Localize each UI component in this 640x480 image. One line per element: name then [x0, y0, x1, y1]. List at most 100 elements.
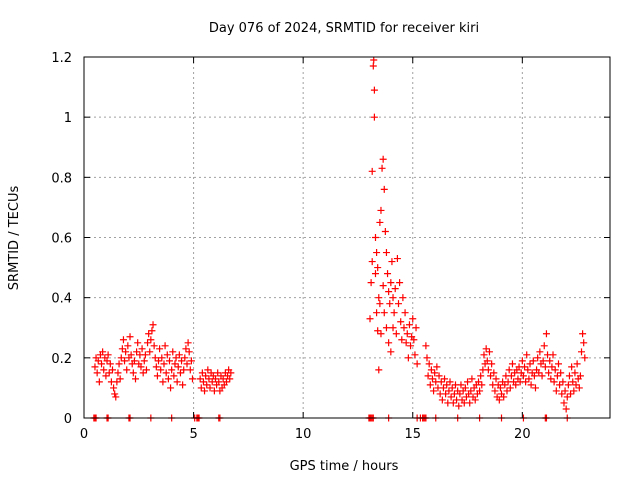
- data-point: [562, 405, 570, 413]
- data-point: [374, 264, 382, 272]
- data-point: [384, 270, 392, 278]
- data-point: [160, 360, 168, 368]
- data-point: [181, 354, 189, 362]
- y-tick-label: 0: [64, 412, 72, 427]
- data-point: [455, 402, 463, 410]
- data-point: [387, 279, 395, 287]
- data-point: [457, 381, 465, 389]
- data-point: [431, 369, 439, 377]
- x-axis-label: GPS time / hours: [290, 459, 399, 474]
- data-point: [553, 372, 561, 380]
- data-point: [572, 381, 580, 389]
- data-point: [396, 279, 404, 287]
- data-point: [548, 363, 556, 371]
- data-point: [445, 387, 453, 395]
- data-point: [433, 363, 441, 371]
- y-tick-label: 1: [64, 111, 72, 126]
- data-point: [475, 378, 482, 386]
- data-point: [456, 390, 464, 398]
- data-point: [579, 330, 587, 338]
- data-point: [113, 378, 121, 386]
- data-point: [412, 324, 420, 332]
- data-point: [103, 357, 111, 365]
- data-point: [401, 309, 409, 317]
- data-point: [551, 366, 559, 374]
- data-point: [522, 378, 530, 386]
- data-point: [385, 288, 393, 296]
- data-point: [199, 378, 207, 386]
- data-point: [485, 348, 493, 356]
- data-point: [105, 369, 113, 377]
- x-tick-label: 5: [189, 427, 197, 442]
- data-point: [371, 234, 379, 241]
- data-point: [168, 366, 176, 374]
- data-point: [138, 345, 146, 353]
- data-point: [370, 113, 378, 121]
- data-point: [530, 372, 538, 380]
- data-point: [165, 357, 173, 365]
- data-point: [377, 330, 385, 338]
- data-point: [130, 357, 138, 365]
- data-point: [423, 354, 431, 362]
- data-point: [568, 363, 576, 371]
- data-point: [422, 342, 430, 350]
- data-point: [91, 363, 99, 371]
- data-point: [152, 363, 160, 371]
- data-point: [171, 360, 179, 368]
- data-point: [536, 348, 544, 356]
- data-point: [410, 336, 418, 344]
- data-point: [205, 375, 213, 383]
- data-point: [539, 357, 547, 365]
- data-point: [133, 348, 141, 356]
- data-point: [187, 357, 195, 365]
- data-point: [214, 369, 222, 377]
- data-point: [575, 384, 583, 392]
- data-point: [521, 363, 529, 371]
- data-point: [379, 282, 387, 290]
- data-point: [508, 360, 516, 368]
- data-point: [500, 393, 508, 401]
- data-point: [157, 366, 165, 374]
- data-point: [159, 378, 167, 386]
- data-point: [476, 387, 484, 395]
- data-point: [169, 348, 177, 356]
- data-point: [167, 384, 175, 392]
- data-point: [139, 369, 147, 377]
- data-point: [545, 369, 553, 377]
- data-point: [381, 227, 389, 235]
- data-point: [413, 360, 421, 368]
- data-point: [141, 351, 149, 359]
- data-point: [560, 399, 568, 407]
- data-point: [565, 372, 573, 380]
- data-point: [411, 351, 419, 359]
- data-point: [164, 375, 172, 383]
- data-point: [117, 354, 125, 362]
- data-point: [93, 369, 101, 377]
- data-point: [368, 167, 376, 175]
- data-point: [503, 387, 511, 395]
- data-point: [554, 360, 562, 368]
- data-point: [397, 318, 405, 326]
- data-point: [375, 294, 383, 302]
- data-point: [448, 384, 456, 392]
- data-point: [161, 342, 169, 350]
- data-point: [178, 357, 186, 365]
- data-point: [376, 218, 384, 226]
- data-point: [122, 348, 130, 356]
- data-point: [129, 369, 137, 377]
- data-point: [540, 342, 548, 350]
- data-point: [387, 348, 395, 356]
- data-point: [399, 294, 407, 302]
- x-tick-label: 10: [295, 427, 312, 442]
- data-point: [108, 366, 116, 374]
- data-point: [184, 339, 192, 347]
- data-point: [144, 339, 152, 347]
- data-point: [490, 369, 498, 377]
- data-point: [402, 339, 410, 347]
- data-point: [407, 342, 415, 350]
- data-point: [106, 360, 114, 368]
- data-point: [174, 363, 182, 371]
- data-point: [127, 351, 135, 359]
